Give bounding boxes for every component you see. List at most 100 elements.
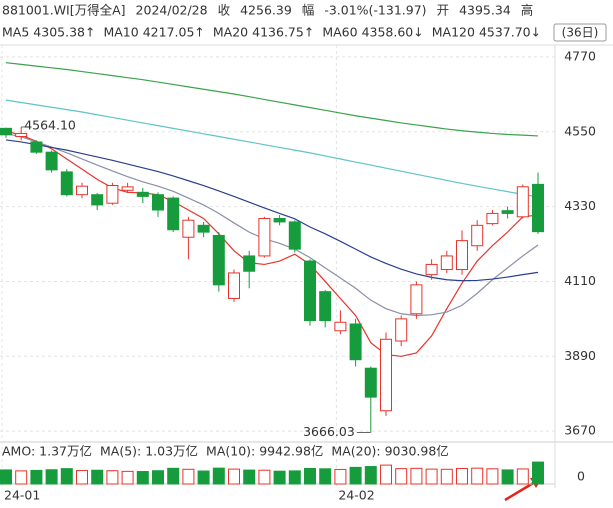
volume-legend: AMO: 1.37万亿 [2, 444, 92, 459]
candle-body [364, 367, 377, 398]
candle-body [380, 338, 392, 412]
candle-body [243, 255, 256, 272]
ma-line [5, 99, 539, 198]
volume-bar [395, 468, 408, 485]
ma-line [5, 132, 539, 317]
volume-bar [516, 468, 529, 485]
volume-bar [76, 470, 88, 485]
candle-body [516, 186, 529, 218]
volume-bar [136, 471, 149, 485]
legend-value: 4305.38↑ [33, 25, 95, 40]
candle-body [456, 240, 468, 271]
volume-bar [501, 469, 514, 485]
candle-body [410, 284, 423, 315]
candle-body [182, 219, 195, 238]
legend-name: MA20 [213, 25, 248, 40]
candle-body [167, 197, 180, 231]
candle-body [45, 151, 58, 171]
x-tick-label: 24-02 [338, 488, 374, 503]
candle-body [76, 185, 88, 196]
candle-body [60, 171, 73, 196]
close-label: 收 [218, 3, 231, 18]
candle-body [136, 191, 149, 197]
code: 881001.WI[万得全A] [2, 3, 126, 18]
volume-bar [167, 467, 180, 485]
legend-name: MA10 [103, 25, 138, 40]
volume-tick-label: 0 [577, 469, 585, 484]
volume-bar [212, 467, 225, 485]
volume-bar [258, 469, 271, 485]
high-label: 高 [521, 3, 534, 18]
candle-body [304, 260, 316, 322]
y-tick-label: 3670 [564, 423, 596, 438]
candle-body [30, 141, 43, 153]
candle-body [228, 272, 240, 299]
volume-bar [425, 468, 438, 485]
candle-body [486, 212, 499, 225]
candle-body [152, 194, 164, 211]
open-value: 4395.34 [459, 3, 511, 18]
change-label: 幅 [302, 3, 315, 18]
volume-bar [319, 468, 332, 485]
volume-bar [0, 469, 12, 485]
candle-body [288, 221, 301, 250]
candle-body [15, 132, 28, 138]
candle-body [212, 235, 225, 286]
volume-bar [334, 468, 347, 485]
legend-name: MA5 [2, 25, 29, 40]
volume-legend: MA(10): 9942.98亿 [206, 444, 323, 459]
annotation: 4564.10 [24, 117, 76, 132]
volume-bar [60, 468, 73, 485]
annotation: 3666.03 [303, 424, 355, 439]
legend-value: 4217.05↑ [143, 25, 205, 40]
open-label: 开 [437, 3, 450, 18]
volume-bar [456, 467, 468, 485]
volume-bar [45, 469, 58, 485]
candle-body [334, 321, 347, 332]
candle-body [319, 291, 332, 322]
candle-body [121, 186, 134, 191]
legend-value: 4358.60↓ [362, 25, 424, 40]
ma-line [5, 130, 539, 357]
candle-body [273, 218, 286, 223]
candle-body [532, 183, 544, 233]
candle-body [258, 218, 271, 257]
volume-bar [15, 470, 28, 485]
volume-bar [243, 469, 256, 485]
volume-bar [440, 468, 453, 485]
volume-bar [532, 461, 544, 485]
y-tick-label: 3890 [564, 348, 596, 363]
candle-body [106, 185, 119, 204]
candle-body [349, 323, 362, 361]
volume-bar [197, 470, 210, 485]
legend-name: MA60 [322, 25, 357, 40]
close-value: 4256.39 [240, 3, 292, 18]
candle-body [0, 127, 12, 136]
candle-body [440, 255, 453, 271]
candle-body [91, 194, 104, 206]
volume-bar [182, 468, 195, 485]
y-tick-label: 4770 [564, 48, 596, 63]
volume-bar [486, 468, 499, 485]
x-tick-label: 24-01 [4, 488, 40, 503]
legend-value: 4537.70↓ [479, 25, 541, 40]
y-tick-label: 4330 [564, 198, 596, 213]
volume-bar [471, 467, 484, 485]
period-box [553, 23, 607, 42]
volume-bar [349, 466, 362, 485]
ma-line [5, 139, 539, 282]
volume-bar [106, 470, 119, 485]
y-tick-label: 4550 [564, 123, 596, 138]
candle-body [395, 318, 408, 342]
volume-bar [121, 470, 134, 485]
legend-value: 4136.75↑ [252, 25, 314, 40]
volume-legend: MA(20): 9030.98亿 [331, 444, 448, 459]
date: 2024/02/28 [136, 3, 208, 18]
volume-bar [288, 470, 301, 485]
volume-bar [30, 469, 43, 485]
candle-body [501, 210, 514, 214]
volume-bar [273, 470, 286, 485]
y-tick-label: 4110 [564, 273, 596, 288]
volume-bar [380, 464, 392, 485]
volume-bar [228, 468, 240, 485]
